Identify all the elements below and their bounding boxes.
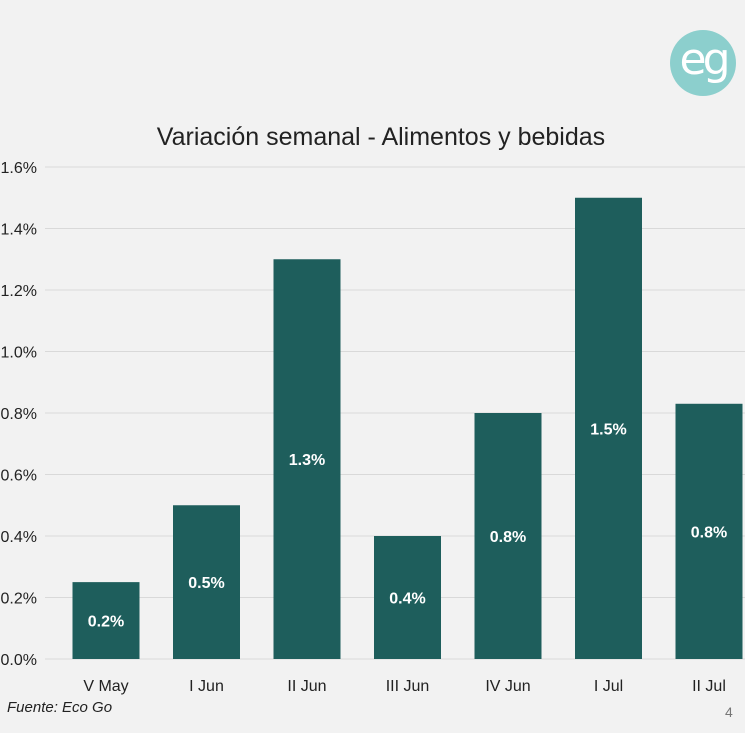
eco-go-logo: eg [670, 30, 736, 96]
x-tick-label: IV Jun [485, 678, 530, 695]
data-label: 1.3% [289, 452, 325, 469]
data-label: 0.4% [389, 591, 425, 608]
logo-text: eg [679, 34, 731, 85]
data-label: 0.5% [188, 575, 224, 592]
x-tick-label: I Jul [594, 678, 623, 695]
bar [173, 505, 240, 659]
bar [273, 259, 341, 659]
x-tick-label: II Jun [287, 678, 326, 695]
y-tick-label: 0.2% [1, 591, 37, 608]
bar [575, 197, 642, 659]
chart-title: Variación semanal - Alimentos y bebidas [157, 123, 605, 151]
x-tick-label: I Jun [189, 678, 224, 695]
x-tick-label: II Jul [692, 678, 726, 695]
x-tick-label: V May [83, 678, 128, 695]
data-label: 0.8% [691, 524, 727, 541]
page-number: 4 [725, 704, 733, 720]
bar [675, 403, 743, 659]
data-label: 0.8% [490, 529, 526, 546]
x-axis-ticks: V May I Jun II Jun III Jun IV Jun I Jul II Jul [83, 678, 726, 695]
bar [374, 536, 441, 659]
bars [72, 197, 743, 659]
y-tick-label: 0.4% [1, 529, 37, 546]
y-tick-label: 1.0% [1, 345, 37, 362]
bar [72, 582, 140, 659]
source-note: Fuente: Eco Go [7, 699, 113, 716]
y-axis-ticks: 0.0% 0.2% 0.4% 0.6% 0.8% 1.0% 1.2% 1.4% 1.6% [1, 160, 37, 669]
y-tick-label: 1.4% [1, 222, 37, 239]
y-tick-label: 0.0% [1, 652, 37, 669]
bar [474, 413, 542, 659]
y-tick-label: 0.8% [1, 406, 37, 423]
data-labels: 0.2% 0.5% 1.3% 0.4% 0.8% 1.5% 0.8% [88, 421, 727, 630]
data-label: 1.5% [590, 421, 626, 438]
y-tick-label: 0.6% [1, 468, 37, 485]
x-tick-label: III Jun [386, 678, 430, 695]
y-tick-label: 1.6% [1, 160, 37, 177]
data-label: 0.2% [88, 614, 124, 631]
y-tick-label: 1.2% [1, 283, 37, 300]
